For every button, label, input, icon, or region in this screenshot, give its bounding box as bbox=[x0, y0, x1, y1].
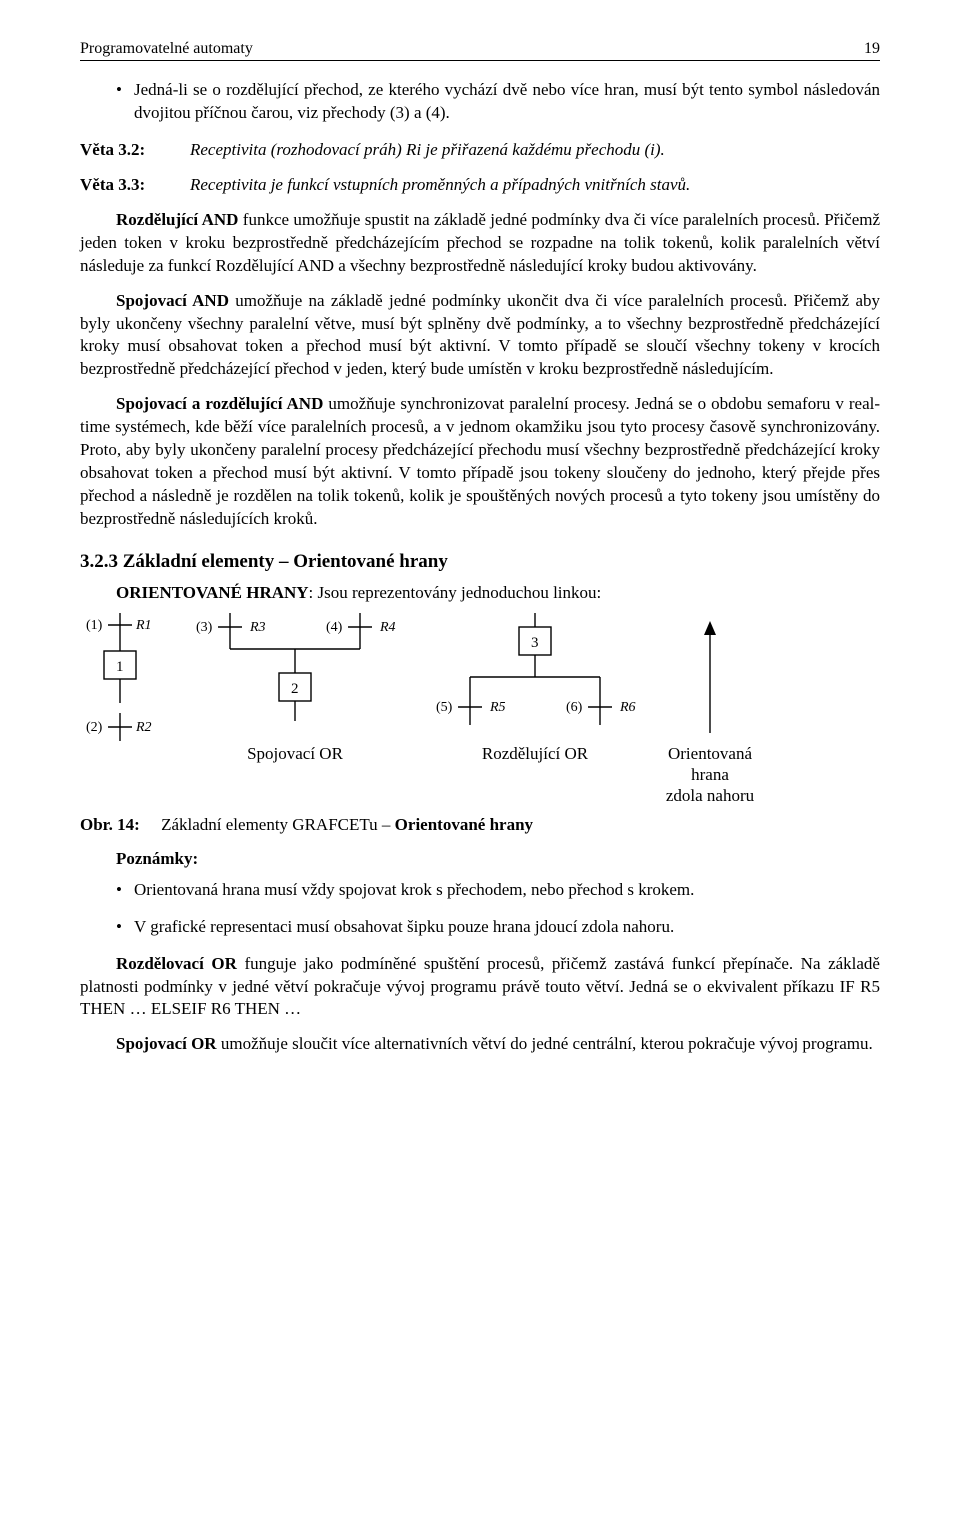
para-rest: umožňuje sloučit více alternativních vět… bbox=[217, 1034, 873, 1053]
bullet-icon: • bbox=[116, 79, 134, 125]
poznamky-title: Poznámky: bbox=[116, 849, 880, 869]
lbl-n6: (6) bbox=[566, 700, 583, 715]
veta-label: Věta 3.2: bbox=[80, 139, 190, 162]
header-title: Programovatelné automaty bbox=[80, 40, 253, 58]
figure-14: (1) R1 1 (2) R2 (3) bbox=[80, 613, 880, 807]
para-spoj-and: Spojovací AND umožňuje na základě jedné … bbox=[80, 290, 880, 382]
header-page-num: 19 bbox=[864, 40, 880, 58]
para-spoj-rozd-and: Spojovací a rozdělující AND umožňuje syn… bbox=[80, 393, 880, 531]
fig-svg-arrow bbox=[650, 613, 770, 743]
bullet-icon: • bbox=[116, 916, 134, 939]
lbl-step3: 3 bbox=[531, 635, 539, 651]
lbl-r5: R5 bbox=[489, 700, 506, 715]
bullet-text: Jedná-li se o rozdělující přechod, ze kt… bbox=[134, 79, 880, 125]
para-rozd-and: Rozdělující AND funkce umožňuje spustit … bbox=[80, 209, 880, 278]
lbl-n1: (1) bbox=[86, 618, 103, 633]
fig-caption-arrow-2: hrana bbox=[650, 764, 770, 785]
veta-3-2: Věta 3.2: Receptivita (rozhodovací práh)… bbox=[80, 139, 880, 162]
veta-3-3: Věta 3.3: Receptivita je funkcí vstupníc… bbox=[80, 174, 880, 197]
lbl-n2: (2) bbox=[86, 720, 103, 735]
figure-caption: Obr. 14: Základní elementy GRAFCETu – Or… bbox=[80, 815, 880, 835]
fig-caption-label: Obr. 14: bbox=[80, 815, 140, 834]
lbl-step1: 1 bbox=[116, 659, 124, 675]
pozn-bullet-2: • V grafické representaci musí obsahovat… bbox=[116, 916, 880, 939]
para-lead: Spojovací AND bbox=[116, 291, 229, 310]
pozn-text-2: V grafické representaci musí obsahovat š… bbox=[134, 916, 674, 939]
fig-caption-rozd-or: Rozdělující OR bbox=[420, 743, 650, 764]
para-spoj-or: Spojovací OR umožňuje sloučit více alter… bbox=[80, 1033, 880, 1056]
lbl-r2: R2 bbox=[135, 720, 152, 735]
para-lead: Spojovací a rozdělující AND bbox=[116, 394, 323, 413]
pozn-bullet-1: • Orientovaná hrana musí vždy spojovat k… bbox=[116, 879, 880, 902]
orient-intro: ORIENTOVANÉ HRANY: Jsou reprezentovány j… bbox=[116, 583, 880, 603]
fig-svg-spoj-or: (3) R3 (4) R4 2 bbox=[170, 613, 420, 743]
fig-block-left: (1) R1 1 (2) R2 bbox=[80, 613, 170, 743]
fig-caption-spoj-or: Spojovací OR bbox=[170, 743, 420, 764]
fig-block-rozd-or: 3 (5) R5 (6) R6 Rozdělující OR bbox=[420, 613, 650, 764]
para-lead: Rozdělovací OR bbox=[116, 954, 237, 973]
veta-text: Receptivita je funkcí vstupních proměnný… bbox=[190, 174, 880, 197]
lbl-r6: R6 bbox=[619, 700, 636, 715]
veta-text: Receptivita (rozhodovací práh) Ri je při… bbox=[190, 139, 880, 162]
lbl-n4: (4) bbox=[326, 620, 343, 635]
para-lead: Rozdělující AND bbox=[116, 210, 238, 229]
page-header: Programovatelné automaty 19 bbox=[80, 40, 880, 61]
bullet-top: • Jedná-li se o rozdělující přechod, ze … bbox=[116, 79, 880, 125]
lbl-r1: R1 bbox=[135, 618, 152, 633]
fig-caption-arrow-1: Orientovaná bbox=[650, 743, 770, 764]
fig-caption-text: Základní elementy GRAFCETu – Orientované… bbox=[161, 815, 533, 834]
lbl-step2: 2 bbox=[291, 681, 299, 697]
lbl-r3: R3 bbox=[249, 620, 266, 635]
fig-caption-arrow-3: zdola nahoru bbox=[650, 785, 770, 806]
lbl-n5: (5) bbox=[436, 700, 453, 715]
orient-intro-rest: : Jsou reprezentovány jednoduchou linkou… bbox=[309, 583, 602, 602]
para-rest: umožňuje synchronizovat paralelní proces… bbox=[80, 394, 880, 528]
lbl-n3: (3) bbox=[196, 620, 213, 635]
veta-label: Věta 3.3: bbox=[80, 174, 190, 197]
fig-svg-rozd-or: 3 (5) R5 (6) R6 bbox=[420, 613, 650, 743]
bullet-icon: • bbox=[116, 879, 134, 902]
fig-block-arrow: Orientovaná hrana zdola nahoru bbox=[650, 613, 770, 807]
lbl-r4: R4 bbox=[379, 620, 396, 635]
fig-block-spoj-or: (3) R3 (4) R4 2 Spojovací OR bbox=[170, 613, 420, 764]
fig-svg-left: (1) R1 1 (2) R2 bbox=[80, 613, 170, 743]
pozn-text-1: Orientovaná hrana musí vždy spojovat kro… bbox=[134, 879, 694, 902]
section-title: 3.2.3 Základní elementy – Orientované hr… bbox=[80, 551, 880, 573]
para-rozd-or: Rozdělovací OR funguje jako podmíněné sp… bbox=[80, 953, 880, 1022]
orient-intro-lead: ORIENTOVANÉ HRANY bbox=[116, 583, 309, 602]
para-lead: Spojovací OR bbox=[116, 1034, 217, 1053]
